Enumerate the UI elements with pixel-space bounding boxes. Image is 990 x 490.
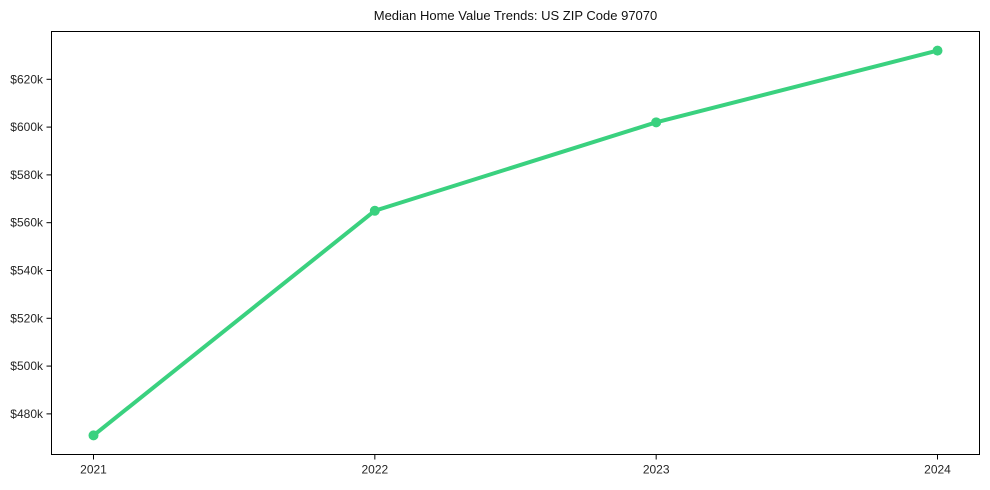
plot-border	[51, 31, 980, 455]
y-tick-label: $540k	[10, 263, 44, 277]
y-tick-label: $620k	[10, 72, 44, 86]
chart-title: Median Home Value Trends: US ZIP Code 97…	[374, 8, 658, 23]
x-tick-label: 2024	[924, 463, 951, 477]
x-tick-label: 2021	[80, 463, 107, 477]
y-tick-label: $500k	[10, 359, 44, 373]
y-tick-label: $560k	[10, 216, 44, 230]
y-tick-label: $580k	[10, 168, 44, 182]
data-point-2024	[932, 45, 943, 56]
data-point-2023	[651, 117, 662, 128]
x-tick-label: 2022	[361, 463, 388, 477]
data-point-2022	[369, 205, 380, 216]
y-tick-label: $480k	[10, 407, 44, 421]
series-layer	[88, 45, 943, 441]
y-tick-label: $520k	[10, 311, 44, 325]
x-tick-label: 2023	[643, 463, 670, 477]
data-point-2021	[88, 430, 99, 441]
axis-ticks: $480k $500k $520k $540k $560k $580k $600k $620k…	[10, 72, 951, 476]
y-tick-label: $600k	[10, 120, 44, 134]
trend-line	[91, 48, 940, 438]
